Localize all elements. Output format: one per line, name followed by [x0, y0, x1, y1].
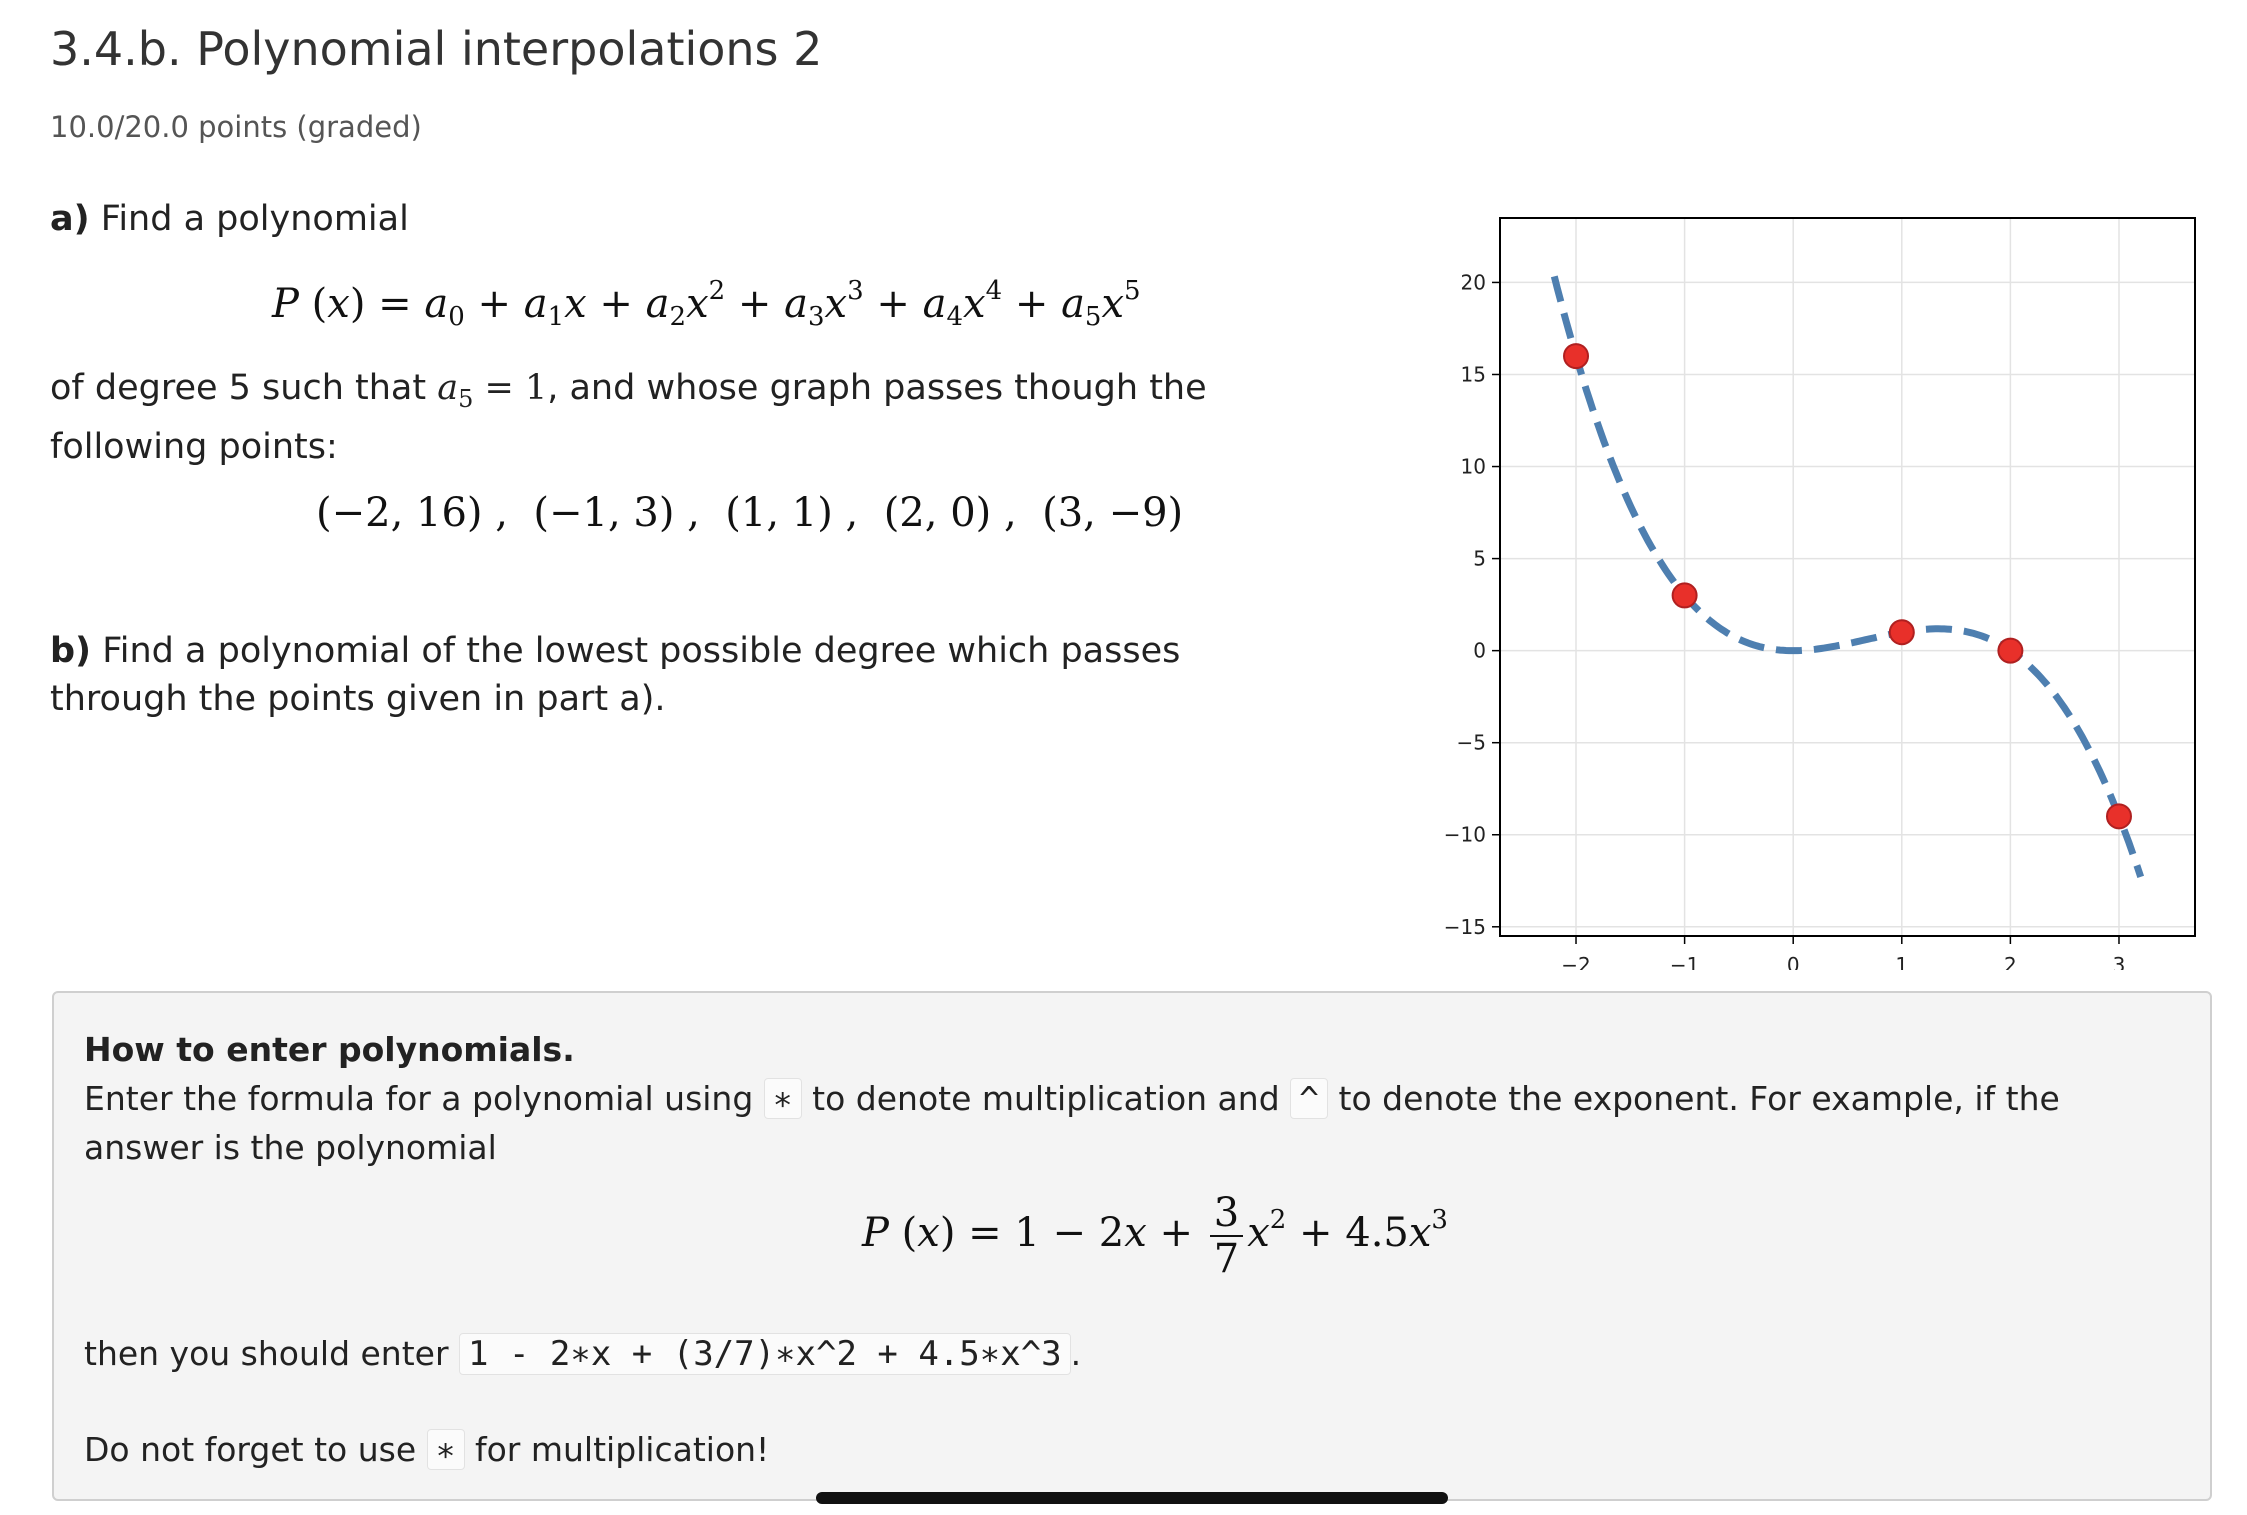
part-a-label: a)	[50, 199, 90, 239]
part-b-label: b)	[50, 631, 92, 671]
point-4: (2, 0)	[883, 490, 992, 536]
data-point-marker	[1671, 582, 1698, 609]
home-indicator	[816, 1492, 1448, 1504]
degree-text-end: , and whose graph passes though the foll…	[50, 368, 1207, 467]
y-tick-label: 10	[1461, 455, 1486, 479]
part-b: b) Find a polynomial of the lowest possi…	[50, 627, 1310, 723]
points-status: 10.0/20.0 points (graded)	[50, 110, 422, 144]
y-tick-label: −15	[1444, 915, 1486, 939]
plot-frame	[1499, 217, 2196, 937]
x-tick-label: 0	[1787, 953, 1800, 970]
part-a-intro: a) Find a polynomial	[50, 195, 409, 243]
point-1: (−2, 16)	[316, 490, 483, 536]
example-code: 1 - 2∗x + (3/7)∗x^2 + 4.5∗x^3	[459, 1333, 1071, 1375]
page-title: 3.4.b. Polynomial interpolations 2	[50, 22, 823, 76]
y-tick-label: 20	[1461, 270, 1486, 294]
part-b-text: Find a polynomial of the lowest possible…	[50, 631, 1181, 719]
point-2: (−1, 3)	[533, 490, 675, 536]
exponent-symbol: ^	[1290, 1078, 1329, 1119]
y-tick-label: 15	[1461, 362, 1486, 386]
instr-part-2: to denote multiplication and	[801, 1079, 1291, 1118]
a5-condition: a5 = 1	[437, 368, 548, 413]
data-point-marker	[1563, 343, 1590, 370]
y-tick-label: 0	[1473, 639, 1486, 663]
point-3: (1, 1)	[725, 490, 833, 536]
example-suffix: .	[1070, 1334, 1082, 1373]
part-a-intro-text: Find a polynomial	[89, 199, 409, 239]
reminder-start: Do not forget to use	[84, 1430, 427, 1469]
degree-text-start: of degree 5 such that	[50, 368, 438, 408]
polynomial-formula: P (x) = a0 + a1x + a2x2 + a3x3 + a4x4 + …	[272, 276, 1141, 332]
point-5: (3, −9)	[1042, 490, 1184, 536]
x-tick-label: 1	[1895, 953, 1908, 970]
y-tick-label: −5	[1457, 731, 1486, 755]
data-point-marker	[2105, 803, 2132, 830]
info-instructions: Enter the formula for a polynomial using…	[84, 1074, 2184, 1172]
reminder-end: for multiplication!	[464, 1430, 770, 1469]
x-tick-label: −1	[1670, 953, 1699, 970]
reminder-mult-symbol: ∗	[426, 1429, 465, 1470]
instr-part-1: Enter the formula for a polynomial using	[84, 1079, 764, 1118]
part-a-degree-text: of degree 5 such that a5 = 1, and whose …	[50, 364, 1290, 471]
given-points: (−2, 16) , (−1, 3) , (1, 1) , (2, 0) , (…	[316, 490, 1184, 536]
data-point-marker	[1997, 637, 2024, 664]
x-tick-label: 2	[2004, 953, 2017, 970]
example-formula: P (x) = 1 − 2x + 3 7 x2 + 4.5x3	[862, 1190, 1448, 1282]
data-point-marker	[1888, 619, 1915, 646]
instr-part-3: to denote the exponent. For example, if …	[84, 1079, 2060, 1167]
reminder: Do not forget to use ∗ for multiplicatio…	[84, 1425, 769, 1474]
interpolation-curve	[1550, 275, 2145, 878]
x-tick-label: 3	[2113, 953, 2126, 970]
y-tick-label: −10	[1444, 823, 1486, 847]
multiplication-symbol: ∗	[763, 1078, 802, 1119]
y-tick-label: 5	[1473, 547, 1486, 571]
example-entry: then you should enter 1 - 2∗x + (3/7)∗x^…	[84, 1329, 1081, 1379]
x-tick-label: −2	[1561, 953, 1590, 970]
how-to-enter-box: How to enter polynomials. Enter the form…	[52, 991, 2212, 1501]
info-heading: How to enter polynomials.	[84, 1030, 575, 1069]
example-prefix: then you should enter	[84, 1334, 460, 1373]
